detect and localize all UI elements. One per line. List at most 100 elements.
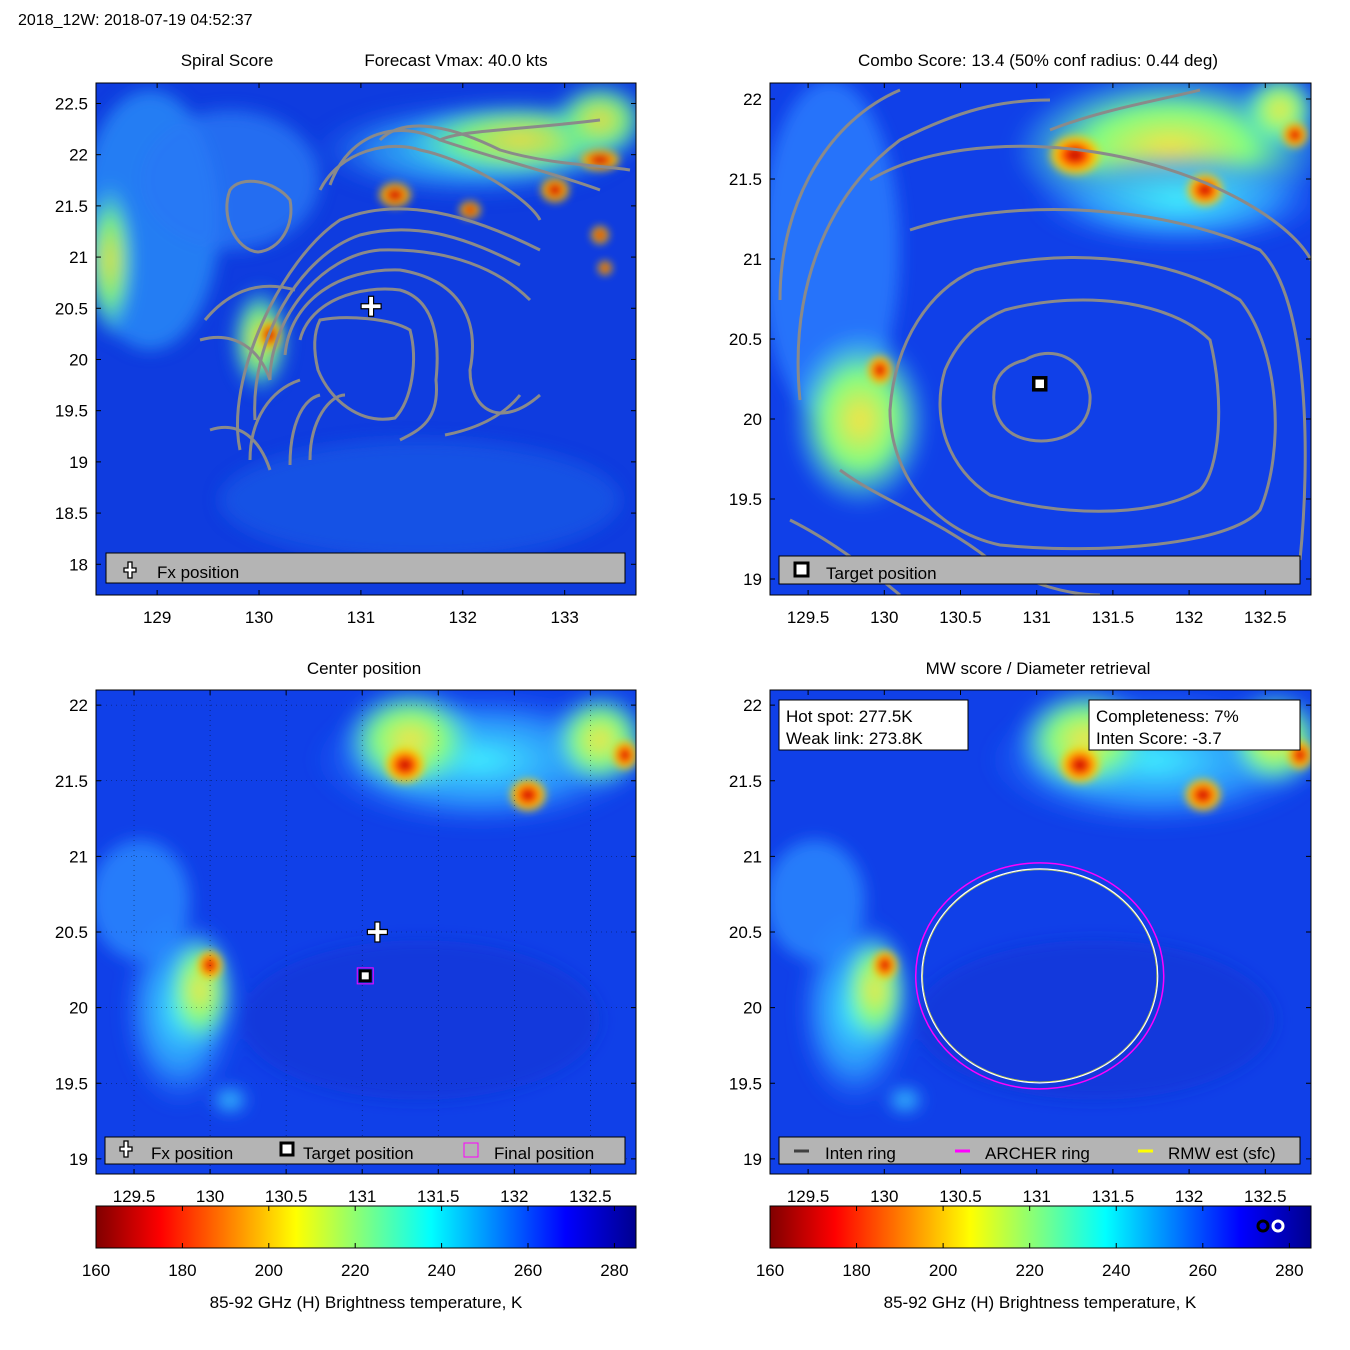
center-heatmap: Fx position Target position Final positi… bbox=[96, 690, 636, 1174]
legend-fx-position-label: Fx position bbox=[157, 563, 239, 582]
y-tick-label: 21 bbox=[69, 248, 88, 267]
combo-score-panel: Combo Score: 13.4 (50% conf radius: 0.44… bbox=[729, 51, 1312, 627]
hot-spot-label: Hot spot: 277.5K bbox=[786, 707, 913, 726]
spiral-score-panel: Spiral Score Forecast Vmax: 40.0 kts bbox=[55, 51, 637, 627]
y-tick-label: 19 bbox=[69, 453, 88, 472]
y-tick-label: 20 bbox=[743, 410, 762, 429]
x-tick-label: 132 bbox=[1175, 608, 1203, 627]
y-tick-label: 21.5 bbox=[729, 170, 762, 189]
y-tick-label: 20.5 bbox=[729, 330, 762, 349]
x-tick-label: 130 bbox=[870, 1187, 898, 1206]
x-tick-label: 131.5 bbox=[1092, 1187, 1135, 1206]
y-tick-label: 19.5 bbox=[729, 1074, 762, 1093]
y-tick-label: 19 bbox=[743, 570, 762, 589]
colorbar-tick-label: 220 bbox=[1015, 1261, 1043, 1280]
weak-link-label: Weak link: 273.8K bbox=[786, 729, 923, 748]
y-tick-label: 21.5 bbox=[729, 772, 762, 791]
x-tick-label: 131.5 bbox=[1092, 608, 1135, 627]
colorbar-left-label: 85-92 GHz (H) Brightness temperature, K bbox=[210, 1293, 523, 1312]
colorbar-tick-label: 180 bbox=[168, 1261, 196, 1280]
x-tick-label: 131.5 bbox=[417, 1187, 460, 1206]
combo-score-title: Combo Score: 13.4 (50% conf radius: 0.44… bbox=[858, 51, 1218, 70]
center-x-axis: 129.5 130 130.5 131 131.5 132 132.5 bbox=[113, 690, 612, 1206]
y-tick-label: 21.5 bbox=[55, 197, 88, 216]
legend-archer-ring-label: ARCHER ring bbox=[985, 1144, 1090, 1163]
colorbar-tick-label: 240 bbox=[1102, 1261, 1130, 1280]
final-square bbox=[356, 967, 374, 985]
x-tick-label: 130 bbox=[870, 608, 898, 627]
y-tick-label: 20 bbox=[69, 999, 88, 1018]
combo-y-axis: 19 19.5 20 20.5 21 21.5 22 bbox=[729, 90, 1311, 589]
colorbar-tick-label: 240 bbox=[427, 1261, 455, 1280]
center-y-axis: 19 19.5 20 20.5 21 21.5 22 bbox=[55, 696, 636, 1169]
y-tick-label: 21 bbox=[743, 847, 762, 866]
target-position-marker bbox=[1031, 376, 1048, 392]
y-tick-label: 20 bbox=[69, 350, 88, 369]
y-tick-label: 22 bbox=[743, 90, 762, 109]
inten-ring bbox=[921, 868, 1159, 1084]
combo-heatmap: Target position bbox=[770, 83, 1311, 595]
info-box-right bbox=[1088, 699, 1301, 751]
x-tick-label: 130 bbox=[196, 1187, 224, 1206]
x-tick-label: 130 bbox=[245, 608, 273, 627]
colorbar-left: 160 180 200 220 240 260 280 85-92 GHz (H) Brig… bbox=[82, 1205, 637, 1312]
colorbar-tick-label: 200 bbox=[929, 1261, 957, 1280]
y-tick-label: 22 bbox=[743, 696, 762, 715]
combo-x-axis: 129.5 130 130.5 131 131.5 132 132.5 bbox=[787, 83, 1287, 627]
mw-heatmap: Hot spot: 277.5K Weak link: 273.8K Compl… bbox=[770, 690, 1311, 1174]
inten-score-label: Inten Score: -3.7 bbox=[1096, 729, 1222, 748]
spiral-x-axis: 129 130 131 132 133 bbox=[143, 83, 579, 627]
y-tick-label: 20 bbox=[743, 999, 762, 1018]
square-icon bbox=[793, 561, 810, 578]
figure-title: 2018_12W: 2018-07-19 04:52:37 bbox=[18, 12, 253, 29]
colorbar-tick-label: 280 bbox=[600, 1261, 628, 1280]
combo-legend bbox=[778, 555, 1301, 585]
legend-inten-ring-label: Inten ring bbox=[825, 1144, 896, 1163]
mw-x-axis: 129.5 130 130.5 131 131.5 132 132.5 bbox=[787, 690, 1287, 1206]
y-tick-label: 19 bbox=[69, 1150, 88, 1169]
x-tick-label: 131 bbox=[1023, 608, 1051, 627]
colorbar-tick-label: 260 bbox=[514, 1261, 542, 1280]
y-tick-label: 22.5 bbox=[55, 94, 88, 113]
target-square bbox=[358, 969, 372, 983]
y-tick-label: 21 bbox=[69, 847, 88, 866]
legend-target-position-label: Target position bbox=[826, 564, 937, 583]
spiral-score-title: Spiral Score bbox=[181, 51, 274, 70]
legend-target-position-label: Target position bbox=[303, 1144, 414, 1163]
target-square bbox=[1031, 376, 1048, 392]
y-tick-label: 20.5 bbox=[729, 923, 762, 942]
x-tick-label: 133 bbox=[550, 608, 578, 627]
mw-score-title: MW score / Diameter retrieval bbox=[926, 659, 1151, 678]
center-position-panel: Center position bbox=[55, 659, 637, 1206]
colorbar-right: 160 180 200 220 240 260 280 85-92 GHz (H) Brig… bbox=[756, 1205, 1312, 1312]
x-tick-label: 129 bbox=[143, 608, 171, 627]
forecast-vmax-title: Forecast Vmax: 40.0 kts bbox=[364, 51, 547, 70]
colorbar-tick-label: 200 bbox=[255, 1261, 283, 1280]
dark-ring-icon bbox=[1256, 1219, 1270, 1233]
colorbar-left-ticks: 160 180 200 220 240 260 280 bbox=[82, 1206, 629, 1280]
colorbar-tick-label: 160 bbox=[82, 1261, 110, 1280]
colorbar-tick-label: 220 bbox=[341, 1261, 369, 1280]
x-tick-label: 131 bbox=[1023, 1187, 1051, 1206]
fx-cross bbox=[366, 921, 389, 943]
x-tick-label: 129.5 bbox=[787, 1187, 830, 1206]
x-tick-label: 130.5 bbox=[265, 1187, 308, 1206]
y-tick-label: 20.5 bbox=[55, 299, 88, 318]
colorbar-tick-label: 280 bbox=[1275, 1261, 1303, 1280]
x-tick-label: 130.5 bbox=[939, 1187, 982, 1206]
diameter-rings bbox=[914, 862, 1165, 1090]
x-tick-label: 131 bbox=[347, 608, 375, 627]
y-tick-label: 18 bbox=[69, 555, 88, 574]
completeness-label: Completeness: 7% bbox=[1096, 707, 1239, 726]
square-icon bbox=[279, 1141, 295, 1157]
spiral-y-axis: 18 18.5 19 19.5 20 20.5 21 21.5 22 22.5 bbox=[55, 94, 636, 574]
center-position-title: Center position bbox=[307, 659, 421, 678]
fx-position-marker bbox=[366, 921, 389, 943]
colorbar-right-label: 85-92 GHz (H) Brightness temperature, K bbox=[884, 1293, 1197, 1312]
colorbar-tick-label: 160 bbox=[756, 1261, 784, 1280]
x-tick-label: 131 bbox=[348, 1187, 376, 1206]
y-tick-label: 20.5 bbox=[55, 923, 88, 942]
colorbar-tick-label: 180 bbox=[842, 1261, 870, 1280]
legend-final-position-label: Final position bbox=[494, 1144, 594, 1163]
x-tick-label: 129.5 bbox=[113, 1187, 156, 1206]
